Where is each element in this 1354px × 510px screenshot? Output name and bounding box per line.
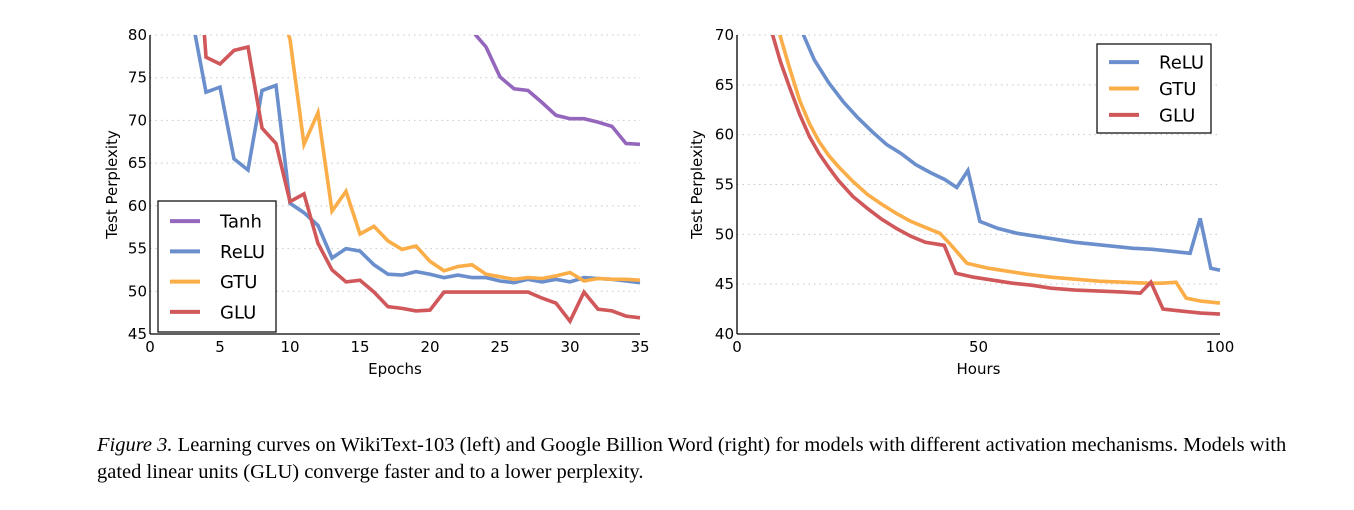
y-tick-label: 55 — [715, 176, 734, 194]
y-tick-label: 65 — [715, 76, 734, 94]
x-tick-label: 20 — [420, 338, 439, 356]
y-tick-label: 55 — [128, 240, 147, 258]
y-tick-label: 50 — [715, 225, 734, 243]
legend: ReLU GTU GLU — [1096, 43, 1212, 134]
y-tick-label: 40 — [715, 325, 734, 343]
y-tick-label: 60 — [128, 197, 147, 215]
series-line-glu — [770, 35, 1221, 316]
caption-text: Learning curves on WikiText-103 (left) a… — [97, 434, 1287, 483]
y-tick-label: 50 — [128, 282, 147, 300]
x-tick-label: 100 — [1206, 338, 1235, 356]
y-tick-label: 75 — [128, 69, 147, 87]
series-line-gtu — [286, 35, 641, 283]
legend-label-glu: GLU — [220, 302, 256, 323]
legend-label-tanh: Tanh — [219, 212, 262, 233]
series-group — [193, 35, 641, 325]
x-tick-label: 0 — [145, 338, 155, 356]
series-group — [770, 35, 1221, 316]
y-tick-label: 45 — [715, 275, 734, 293]
y-tick-label: 60 — [715, 126, 734, 144]
x-tick-label: 10 — [280, 338, 299, 356]
x-tick-label: 5 — [215, 338, 225, 356]
legend-label-relu: ReLU — [220, 242, 265, 263]
y-axis-label: Test Perplexity — [103, 130, 121, 240]
chart-gbw: 40 45 50 55 60 65 70 0 50 100 Hours Test Perplexity… — [688, 26, 1234, 378]
y-tick-label: 65 — [128, 154, 147, 172]
x-axis-label: Epochs — [368, 360, 422, 378]
series-line-tanh — [473, 35, 641, 147]
legend-label-glu: GLU — [1159, 105, 1195, 126]
legend-label-gtu: GTU — [1159, 79, 1196, 100]
figure-caption: Figure 3. Learning curves on WikiText-10… — [97, 432, 1317, 486]
series-line-relu — [193, 35, 641, 285]
x-tick-label: 50 — [969, 338, 988, 356]
caption-label: Figure 3. — [97, 434, 173, 456]
chart-wikitext: 45 50 55 60 65 70 75 80 0 5 10 15 20 25 30 35 Epochs Test… — [103, 26, 650, 378]
x-tick-label: 30 — [560, 338, 579, 356]
y-tick-label: 70 — [128, 111, 147, 129]
legend-label-relu: ReLU — [1159, 53, 1204, 74]
y-tick-label: 45 — [128, 325, 147, 343]
x-tick-label: 0 — [732, 338, 742, 356]
y-tick-label: 80 — [128, 26, 147, 44]
x-tick-label: 15 — [350, 338, 369, 356]
series-line-glu — [202, 35, 641, 325]
y-tick-label: 70 — [715, 26, 734, 44]
x-tick-label: 25 — [490, 338, 509, 356]
legend: Tanh ReLU GTU GLU — [157, 200, 277, 333]
legend-label-gtu: GTU — [220, 272, 257, 293]
x-tick-label: 35 — [630, 338, 649, 356]
series-line-relu — [801, 35, 1221, 272]
x-axis-label: Hours — [957, 360, 1001, 378]
y-axis-label: Test Perplexity — [688, 130, 706, 240]
figure: 45 50 55 60 65 70 75 80 0 5 10 15 20 25 30 35 Epochs Test… — [103, 26, 1234, 378]
